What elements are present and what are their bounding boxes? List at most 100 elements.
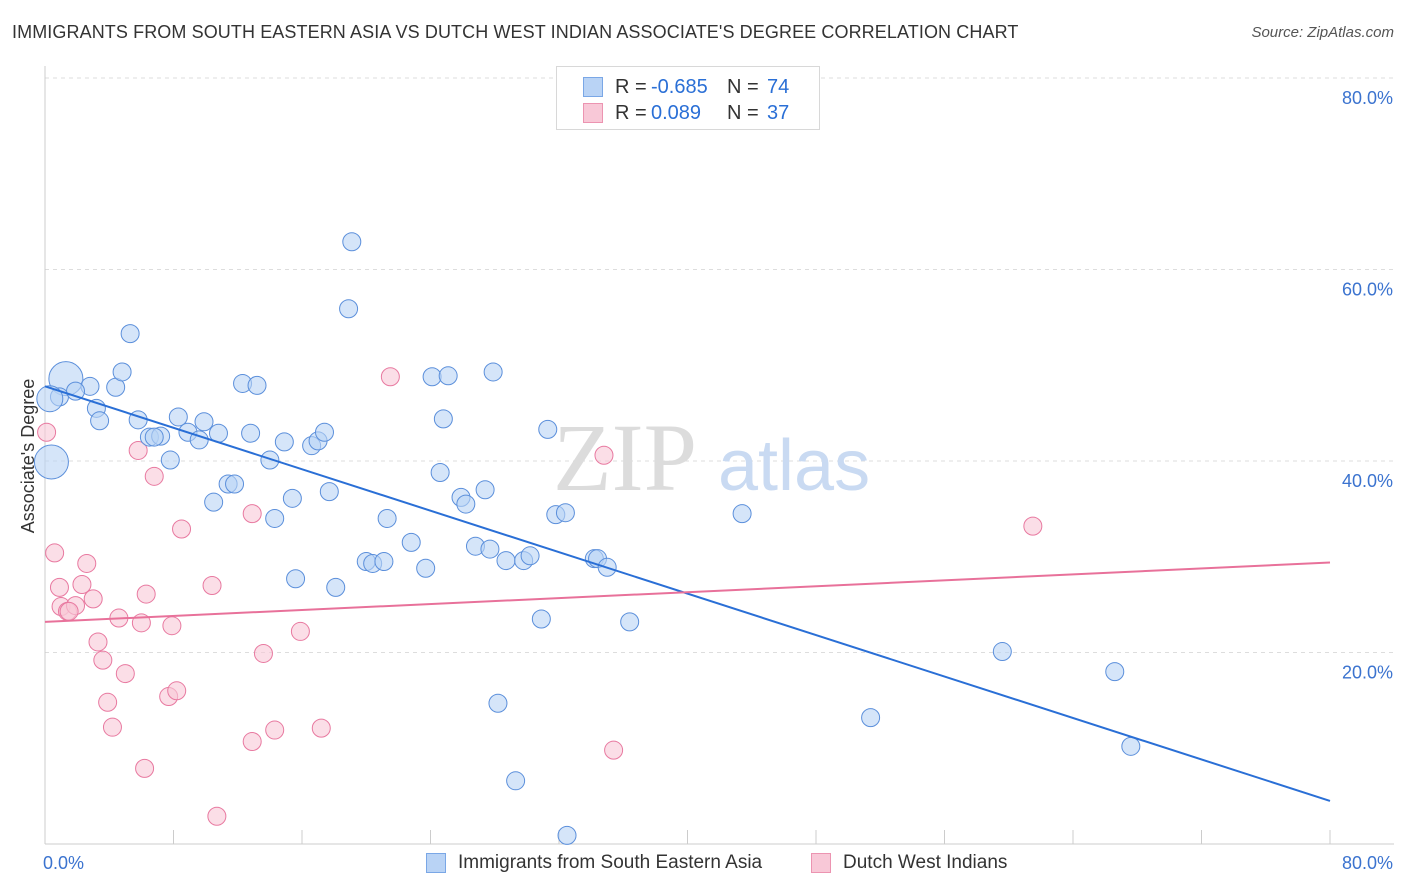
data-point xyxy=(242,504,262,524)
trend-lines xyxy=(44,385,1331,802)
data-point xyxy=(456,494,476,514)
data-point xyxy=(339,299,359,319)
data-point xyxy=(992,642,1012,662)
legend-r-label: R = xyxy=(615,101,647,124)
data-point xyxy=(555,503,575,523)
data-point xyxy=(204,492,224,512)
data-point xyxy=(380,367,400,387)
data-point xyxy=(115,664,135,684)
data-point xyxy=(167,681,187,701)
data-point xyxy=(265,508,285,528)
data-point xyxy=(274,432,294,452)
data-point xyxy=(506,771,526,791)
data-point xyxy=(136,584,156,604)
data-point xyxy=(319,482,339,502)
data-point xyxy=(112,362,132,382)
data-point xyxy=(207,806,227,826)
chart-title: IMMIGRANTS FROM SOUTH EASTERN ASIA VS DU… xyxy=(12,22,1019,42)
data-point xyxy=(49,577,69,597)
data-point xyxy=(242,732,262,752)
series-dutch-west-indians xyxy=(37,367,1043,826)
data-point xyxy=(144,466,164,486)
data-point xyxy=(172,519,192,539)
legend-item-dutch-west-indians[interactable]: Dutch West Indians xyxy=(811,852,1007,874)
data-point xyxy=(1105,662,1125,682)
data-point xyxy=(77,553,97,573)
source-credit: Source: ZipAtlas.com xyxy=(1251,24,1394,41)
data-point xyxy=(594,445,614,465)
legend-item-immigrants-sea[interactable]: Immigrants from South Eastern Asia xyxy=(426,852,762,874)
legend-swatch-blue xyxy=(583,77,603,97)
legend-r-value: 0.089 xyxy=(651,101,702,124)
correlation-legend: R = -0.685 N = 74 R = 0.089 N = 37 xyxy=(556,66,820,130)
data-point xyxy=(311,718,331,738)
data-point xyxy=(557,825,577,845)
data-point xyxy=(36,385,64,413)
legend-n-value: 74 xyxy=(767,75,790,98)
data-point xyxy=(194,412,214,432)
legend-row-blue: R = -0.685 N = 74 xyxy=(583,75,789,99)
data-point xyxy=(520,546,540,566)
data-point xyxy=(416,558,436,578)
data-point xyxy=(253,643,273,663)
data-point xyxy=(433,409,453,429)
data-point xyxy=(861,708,881,728)
legend-n-label: N = xyxy=(727,101,759,124)
data-point xyxy=(620,612,640,632)
data-point xyxy=(225,474,245,494)
watermark-zip: ZIP xyxy=(553,404,697,511)
data-point xyxy=(98,692,118,712)
tick-labels: 20.0% 40.0% 60.0% 80.0% 0.0% 80.0% xyxy=(43,88,1393,873)
data-point xyxy=(282,488,302,508)
data-point xyxy=(401,532,421,552)
data-point xyxy=(496,551,516,571)
x-tick-label: 0.0% xyxy=(43,853,84,873)
data-point xyxy=(265,720,285,740)
data-point xyxy=(260,450,280,470)
data-point xyxy=(247,375,267,395)
data-point xyxy=(374,552,394,572)
data-point xyxy=(538,419,558,439)
legend-n-label: N = xyxy=(727,75,759,98)
data-point xyxy=(531,609,551,629)
data-point xyxy=(162,616,182,636)
data-point xyxy=(1023,516,1043,536)
data-point xyxy=(1121,736,1141,756)
grid-lines xyxy=(45,77,1394,653)
data-point xyxy=(59,601,79,621)
data-point xyxy=(72,575,92,595)
data-point xyxy=(88,632,108,652)
legend-label: Dutch West Indians xyxy=(843,852,1008,873)
series-legend: Immigrants from South Eastern Asia Dutch… xyxy=(0,852,1406,876)
data-point xyxy=(144,427,164,447)
data-point xyxy=(430,462,450,482)
data-point xyxy=(342,232,362,252)
data-point xyxy=(128,440,148,460)
data-point xyxy=(90,411,110,431)
data-point xyxy=(241,423,261,443)
y-axis-label: Associate's Degree xyxy=(18,379,38,534)
data-point xyxy=(604,740,624,760)
watermark: ZIP atlas xyxy=(553,404,870,511)
y-tick-label: 20.0% xyxy=(1342,663,1393,683)
data-point xyxy=(168,407,188,427)
series-immigrants-sea xyxy=(33,232,1141,845)
legend-n-value: 37 xyxy=(767,101,790,124)
data-point xyxy=(290,621,310,641)
data-point xyxy=(45,543,65,563)
data-point xyxy=(314,422,334,442)
data-point xyxy=(488,693,508,713)
data-point xyxy=(480,539,500,559)
data-point xyxy=(326,577,346,597)
data-point xyxy=(377,508,397,528)
legend-row-pink: R = 0.089 N = 37 xyxy=(583,101,789,125)
y-tick-label: 60.0% xyxy=(1342,280,1393,300)
data-point xyxy=(33,444,69,480)
trend-line-pink xyxy=(44,561,1331,623)
trend-line-blue xyxy=(44,385,1331,802)
data-point xyxy=(422,367,442,387)
data-point xyxy=(83,589,103,609)
data-point xyxy=(160,450,180,470)
data-point xyxy=(120,324,140,344)
